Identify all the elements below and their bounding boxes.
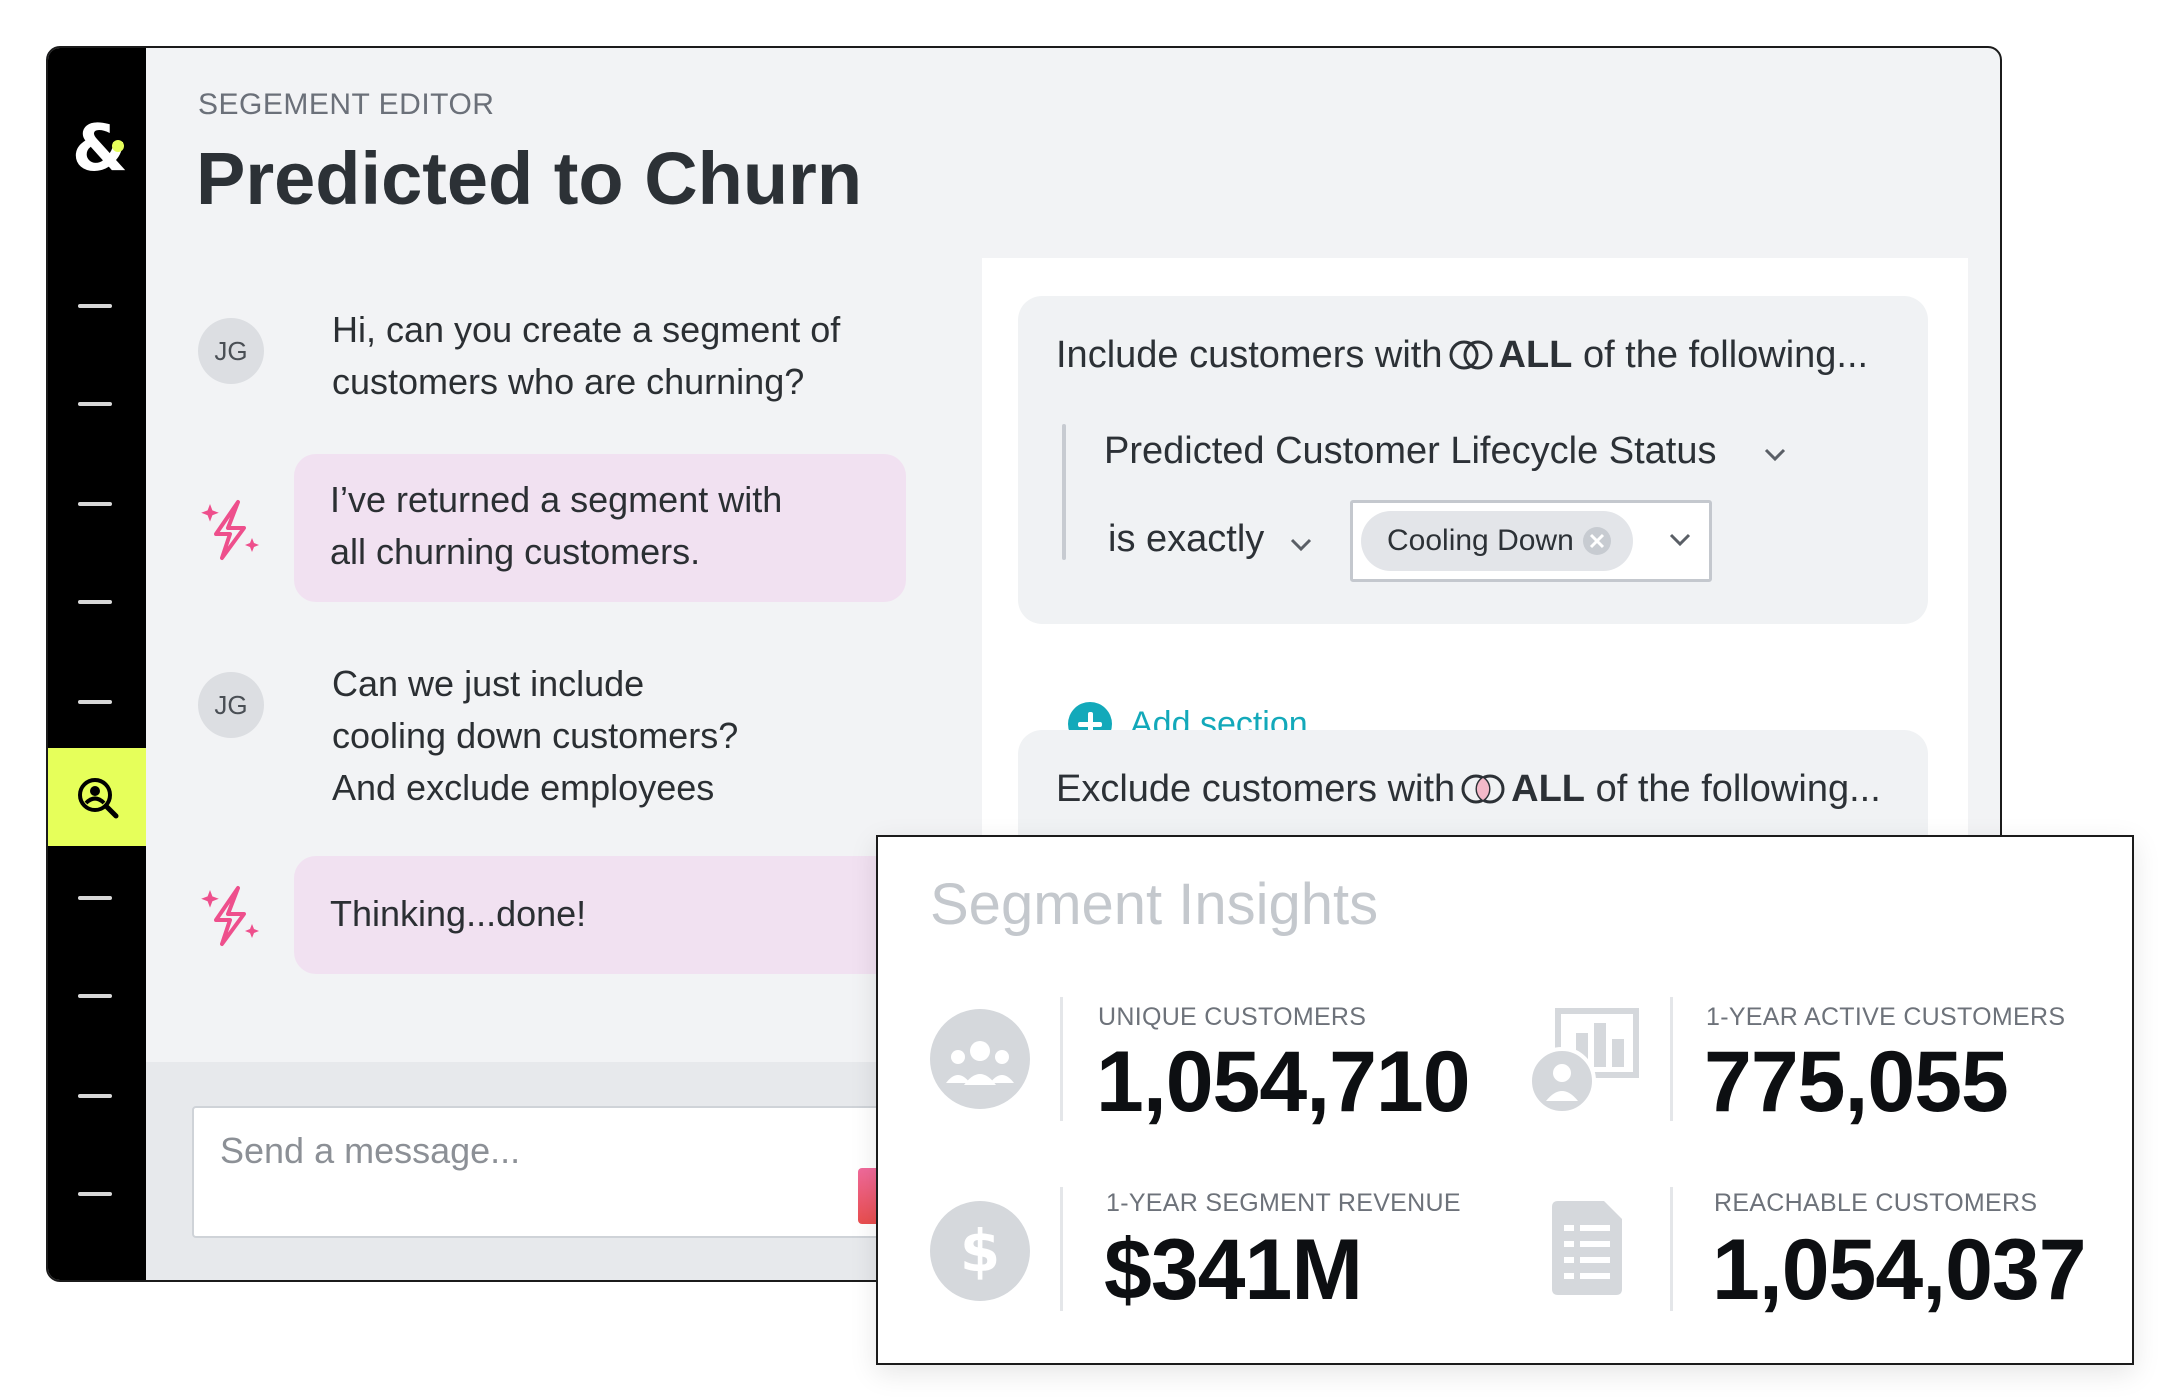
chevron-down-icon[interactable] bbox=[1764, 448, 1786, 462]
metric-value-segment-revenue: $341M bbox=[1104, 1222, 1363, 1318]
audience-search-icon bbox=[78, 778, 119, 819]
exclude-prefix: Exclude customers with bbox=[1056, 768, 1456, 810]
operator-dropdown[interactable]: is exactly bbox=[1108, 518, 1264, 561]
document-list-icon bbox=[1552, 1201, 1622, 1295]
sparkle-icon bbox=[201, 886, 259, 946]
exclude-match-operator[interactable]: ALL bbox=[1511, 768, 1586, 810]
assistant-message-bubble: I’ve returned a segment with all churnin… bbox=[294, 454, 906, 602]
include-rule-heading: Include customers with ALL of the followi… bbox=[1056, 334, 1868, 377]
svg-text:$: $ bbox=[960, 1217, 1000, 1285]
customers-group-icon bbox=[930, 1009, 1030, 1109]
metric-label-unique-customers: UNIQUE CUSTOMERS bbox=[1098, 1003, 1367, 1031]
nav-item-7[interactable] bbox=[78, 896, 112, 900]
insights-title: Segment Insights bbox=[930, 872, 1379, 937]
value-chip-label: Cooling Down bbox=[1387, 524, 1574, 557]
user-message: Can we just include cooling down custome… bbox=[332, 663, 739, 808]
nav-item-segments-active[interactable] bbox=[48, 748, 146, 846]
venn-all-icon[interactable] bbox=[1447, 338, 1495, 372]
metric-value-unique-customers: 1,054,710 bbox=[1096, 1034, 1471, 1130]
operator-label: is exactly bbox=[1108, 518, 1265, 560]
metric-divider bbox=[1060, 1187, 1063, 1311]
assistant-message: Thinking...done! bbox=[330, 893, 587, 934]
segment-editor-window: & SEGEMENT EDITOR Predicted to Churn JG … bbox=[46, 46, 2002, 1282]
metric-divider bbox=[1060, 997, 1063, 1121]
nav-item-1[interactable] bbox=[78, 304, 112, 308]
include-section-card: Include customers with ALL of the followi… bbox=[1018, 296, 1928, 624]
nav-item-4[interactable] bbox=[78, 600, 112, 604]
page-title: Predicted to Churn bbox=[196, 137, 863, 220]
nav-item-2[interactable] bbox=[78, 402, 112, 406]
nav-item-9[interactable] bbox=[78, 1094, 112, 1098]
user-avatar: JG bbox=[198, 672, 264, 738]
exclude-suffix: of the following... bbox=[1595, 768, 1881, 810]
metric-value-active-customers: 775,055 bbox=[1704, 1034, 2009, 1130]
condition-group-bar bbox=[1062, 424, 1066, 560]
nav-item-8[interactable] bbox=[78, 994, 112, 998]
chevron-down-icon[interactable] bbox=[1290, 538, 1312, 552]
metric-label-active-customers: 1-YEAR ACTIVE CUSTOMERS bbox=[1706, 1003, 2066, 1031]
assistant-message: I’ve returned a segment with all churnin… bbox=[330, 479, 783, 572]
ampersand-logo-icon[interactable]: & bbox=[70, 110, 126, 182]
metric-label-segment-revenue: 1-YEAR SEGMENT REVENUE bbox=[1106, 1189, 1461, 1217]
user-message: Hi, can you create a segment of customer… bbox=[332, 309, 841, 402]
nav-item-10[interactable] bbox=[78, 1192, 112, 1196]
venn-exclude-icon[interactable] bbox=[1459, 772, 1507, 806]
metric-divider bbox=[1670, 997, 1673, 1121]
value-chip: Cooling Down bbox=[1361, 511, 1633, 571]
user-avatar: JG bbox=[198, 318, 264, 384]
include-match-operator[interactable]: ALL bbox=[1498, 334, 1573, 376]
value-select[interactable]: Cooling Down bbox=[1350, 500, 1712, 582]
editor-eyebrow: SEGEMENT EDITOR bbox=[198, 88, 495, 121]
exclude-rule-heading: Exclude customers with ALL of the followi… bbox=[1056, 768, 1881, 811]
message-input-placeholder: Send a message... bbox=[220, 1130, 521, 1171]
active-customers-chart-icon bbox=[1528, 1008, 1639, 1115]
include-prefix: Include customers with bbox=[1056, 334, 1443, 376]
attribute-label: Predicted Customer Lifecycle Status bbox=[1104, 430, 1717, 472]
segment-insights-panel: Segment Insights UNIQUE CUSTOMERS 1,054,… bbox=[876, 835, 2134, 1365]
sparkle-icon bbox=[201, 500, 259, 560]
metric-divider bbox=[1670, 1187, 1673, 1311]
metric-label-reachable-customers: REACHABLE CUSTOMERS bbox=[1714, 1189, 2038, 1217]
attribute-dropdown[interactable]: Predicted Customer Lifecycle Status bbox=[1104, 430, 1717, 473]
nav-item-3[interactable] bbox=[78, 502, 112, 506]
metric-value-reachable-customers: 1,054,037 bbox=[1712, 1222, 2087, 1318]
message-input[interactable]: Send a message... bbox=[192, 1106, 916, 1238]
dollar-icon: $ bbox=[930, 1201, 1030, 1301]
sidebar: & bbox=[48, 48, 146, 1280]
include-suffix: of the following... bbox=[1582, 334, 1869, 376]
chevron-down-icon[interactable] bbox=[1669, 533, 1691, 547]
nav-item-5[interactable] bbox=[78, 700, 112, 704]
remove-chip-icon[interactable] bbox=[1581, 525, 1613, 557]
